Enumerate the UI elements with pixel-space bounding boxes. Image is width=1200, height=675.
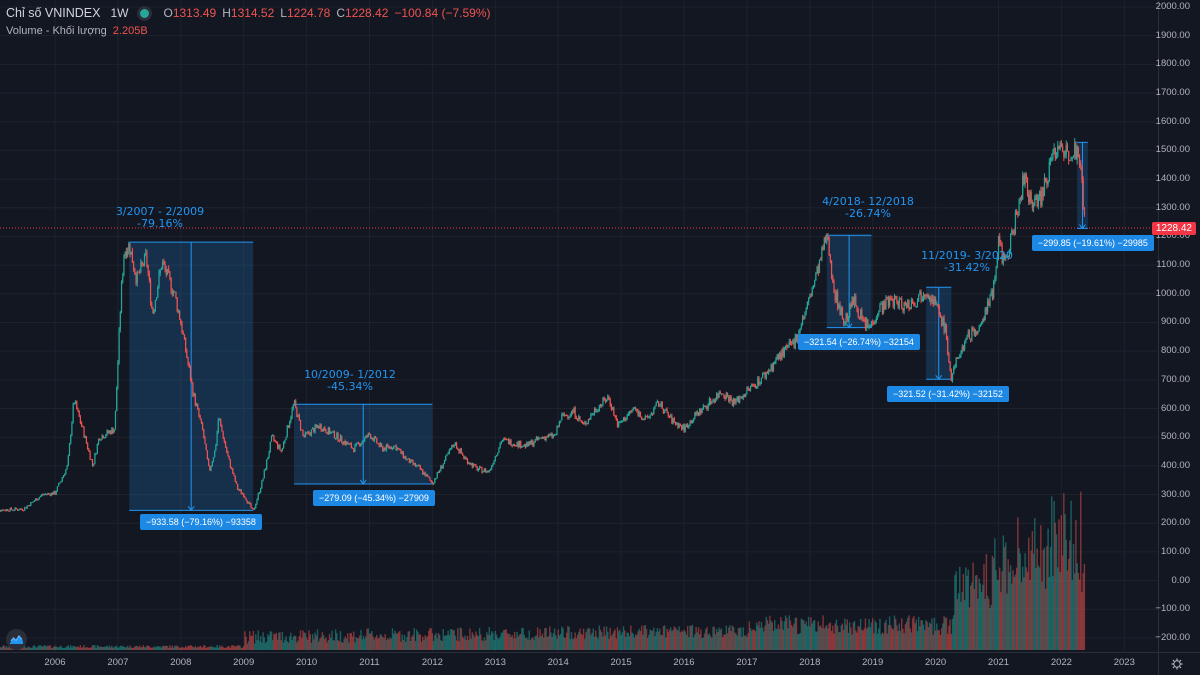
time-axis-tick: 2008 bbox=[170, 657, 192, 668]
time-axis-tick: 2023 bbox=[1113, 657, 1135, 668]
volume-label[interactable]: Volume - Khối lượng bbox=[6, 25, 107, 37]
price-axis-tick: 1900.00 bbox=[1155, 29, 1190, 41]
price-axis-tick: 2000.00 bbox=[1155, 1, 1190, 12]
gear-icon[interactable] bbox=[1171, 658, 1183, 670]
price-axis-tick: 1300.00 bbox=[1155, 201, 1190, 213]
low-label: L bbox=[280, 6, 287, 20]
measure-label-2007-2009[interactable]: −933.58 (−79.16%) −93358 bbox=[140, 514, 262, 530]
price-axis-tick: 500.00 bbox=[1160, 431, 1190, 443]
annotation-title-2007-2009: 3/2007 - 2/2009 -79.16% bbox=[108, 206, 212, 230]
high-value: 1314.52 bbox=[230, 6, 275, 20]
annotation-title-2009-2012: 10/2009- 1/2012 -45.34% bbox=[300, 369, 400, 393]
timeframe[interactable]: 1W bbox=[110, 6, 129, 20]
symbol-name[interactable]: Chỉ số VNINDEX bbox=[6, 6, 101, 20]
time-axis-tick: 2014 bbox=[547, 657, 569, 668]
price-axis-tick: −100.00 bbox=[1155, 603, 1190, 615]
chart-legend: Chỉ số VNINDEX 1W O 1313.49 H 1314.52 L 122… bbox=[6, 4, 491, 40]
time-axis-tick: 2016 bbox=[673, 657, 695, 668]
annotation-period: 3/2007 - 2/2009 bbox=[115, 205, 205, 218]
time-axis-tick: 2009 bbox=[233, 657, 255, 668]
time-axis-separator bbox=[0, 652, 1200, 653]
annotation-period: 4/2018- 12/2018 bbox=[822, 195, 914, 208]
price-axis-tick: 1200.00 bbox=[1155, 230, 1190, 242]
price-axis-tick: 1700.00 bbox=[1155, 87, 1190, 99]
current-price-tag: 1228.42 bbox=[1151, 222, 1196, 235]
tradingview-logo-icon[interactable] bbox=[6, 629, 27, 650]
close-label: C bbox=[336, 6, 346, 20]
price-axis-tick: 1400.00 bbox=[1155, 173, 1190, 185]
volume-bars bbox=[0, 491, 1086, 650]
price-axis-tick: 400.00 bbox=[1160, 459, 1190, 471]
open-label: O bbox=[163, 6, 173, 20]
price-axis-tick: 1800.00 bbox=[1155, 58, 1190, 70]
time-axis-tick: 2017 bbox=[736, 657, 758, 668]
time-axis-tick: 2006 bbox=[44, 657, 66, 668]
price-axis-tick: 800.00 bbox=[1160, 345, 1190, 357]
time-axis-tick: 2011 bbox=[359, 657, 380, 668]
annotation-pct: -79.16% bbox=[137, 217, 183, 230]
price-axis-tick: 0.00 bbox=[1171, 574, 1191, 586]
close-value: 1228.42 bbox=[345, 6, 389, 20]
price-axis-tick: 200.00 bbox=[1160, 517, 1190, 529]
time-axis-tick: 2018 bbox=[799, 657, 821, 668]
time-axis-tick: 2012 bbox=[421, 657, 443, 668]
time-axis-tick: 2007 bbox=[107, 657, 129, 668]
low-value: 1224.78 bbox=[286, 6, 331, 20]
annotation-period: 10/2009- 1/2012 bbox=[304, 368, 396, 381]
annotation-pct: -26.74% bbox=[845, 207, 891, 220]
price-axis-tick: 300.00 bbox=[1160, 488, 1190, 500]
measure-boxes bbox=[129, 141, 1088, 512]
time-axis-tick: 2010 bbox=[296, 657, 318, 668]
price-axis-tick: 900.00 bbox=[1160, 316, 1190, 328]
annotation-pct: -45.34% bbox=[327, 380, 373, 393]
time-axis-tick: 2020 bbox=[925, 657, 947, 668]
market-status-icon bbox=[140, 8, 150, 18]
annotation-title-2019-2020: 11/2019- 3/2020 -31.42% bbox=[911, 250, 1023, 274]
price-axis-tick: 1100.00 bbox=[1156, 259, 1190, 271]
time-axis-tick: 2015 bbox=[610, 657, 632, 668]
annotation-period: 11/2019- 3/2020 bbox=[921, 249, 1013, 262]
volume-value: 2.205B bbox=[112, 25, 148, 37]
candles bbox=[0, 138, 1085, 512]
price-axis-tick: 700.00 bbox=[1160, 373, 1190, 385]
price-axis-separator bbox=[1158, 0, 1159, 675]
measure-label-2018[interactable]: −321.54 (−26.74%) −32154 bbox=[798, 334, 920, 350]
annotation-pct: -31.42% bbox=[944, 261, 990, 274]
price-axis-tick: 1600.00 bbox=[1155, 115, 1190, 127]
time-axis-tick: 2022 bbox=[1050, 657, 1072, 668]
price-axis-tick: 100.00 bbox=[1160, 545, 1190, 557]
time-axis-tick: 2013 bbox=[484, 657, 506, 668]
time-axis-tick: 2019 bbox=[862, 657, 884, 668]
price-axis-tick: 1000.00 bbox=[1155, 287, 1190, 299]
price-axis-tick: 1500.00 bbox=[1155, 144, 1190, 156]
open-value: 1313.49 bbox=[172, 6, 217, 20]
measure-label-2009-2012[interactable]: −279.09 (−45.34%) −27909 bbox=[313, 490, 435, 506]
measure-label-2022[interactable]: −299.85 (−19.61%) −29985 bbox=[1032, 235, 1154, 251]
price-axis-tick: −200.00 bbox=[1155, 631, 1190, 643]
change-value: −100.84 (−7.59%) bbox=[394, 6, 491, 20]
annotation-title-2018: 4/2018- 12/2018 -26.74% bbox=[818, 196, 918, 220]
measure-label-2019-2020[interactable]: −321.52 (−31.42%) −32152 bbox=[887, 386, 1009, 402]
time-axis-tick: 2021 bbox=[987, 657, 1010, 668]
price-axis-tick: 600.00 bbox=[1160, 402, 1190, 414]
high-label: H bbox=[222, 6, 231, 20]
